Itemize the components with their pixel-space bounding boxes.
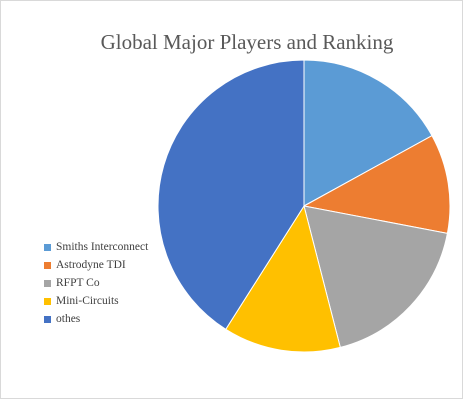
pie-slice-mini-circuits xyxy=(225,204,341,353)
legend-swatch xyxy=(44,297,51,305)
legend-item: Astrodyne TDI xyxy=(44,256,148,274)
legend-swatch xyxy=(44,261,51,269)
legend-label: othes xyxy=(56,313,81,325)
chart-legend: Smiths Interconnect Astrodyne TDI RFPT Co M… xyxy=(44,238,148,328)
pie-slice-astrodyne-tdi xyxy=(302,134,451,234)
legend-swatch xyxy=(44,279,51,287)
legend-label: Astrodyne TDI xyxy=(56,259,126,271)
pie-slices xyxy=(157,59,451,353)
pie-slice-rfpt-co xyxy=(303,205,448,349)
legend-label: RFPT Co xyxy=(56,277,100,289)
legend-item: othes xyxy=(44,310,148,328)
pie-slice-smiths-interconnect xyxy=(303,59,433,207)
legend-swatch xyxy=(44,243,51,251)
legend-item: Smiths Interconnect xyxy=(44,238,148,256)
pie-slice-othes xyxy=(157,59,305,330)
legend-swatch xyxy=(44,315,51,323)
legend-label: Mini-Circuits xyxy=(56,295,119,307)
chart-title: Global Major Players and Ranking xyxy=(100,30,394,54)
legend-item: Mini-Circuits xyxy=(44,292,148,310)
legend-label: Smiths Interconnect xyxy=(56,241,149,253)
legend-item: RFPT Co xyxy=(44,274,148,292)
